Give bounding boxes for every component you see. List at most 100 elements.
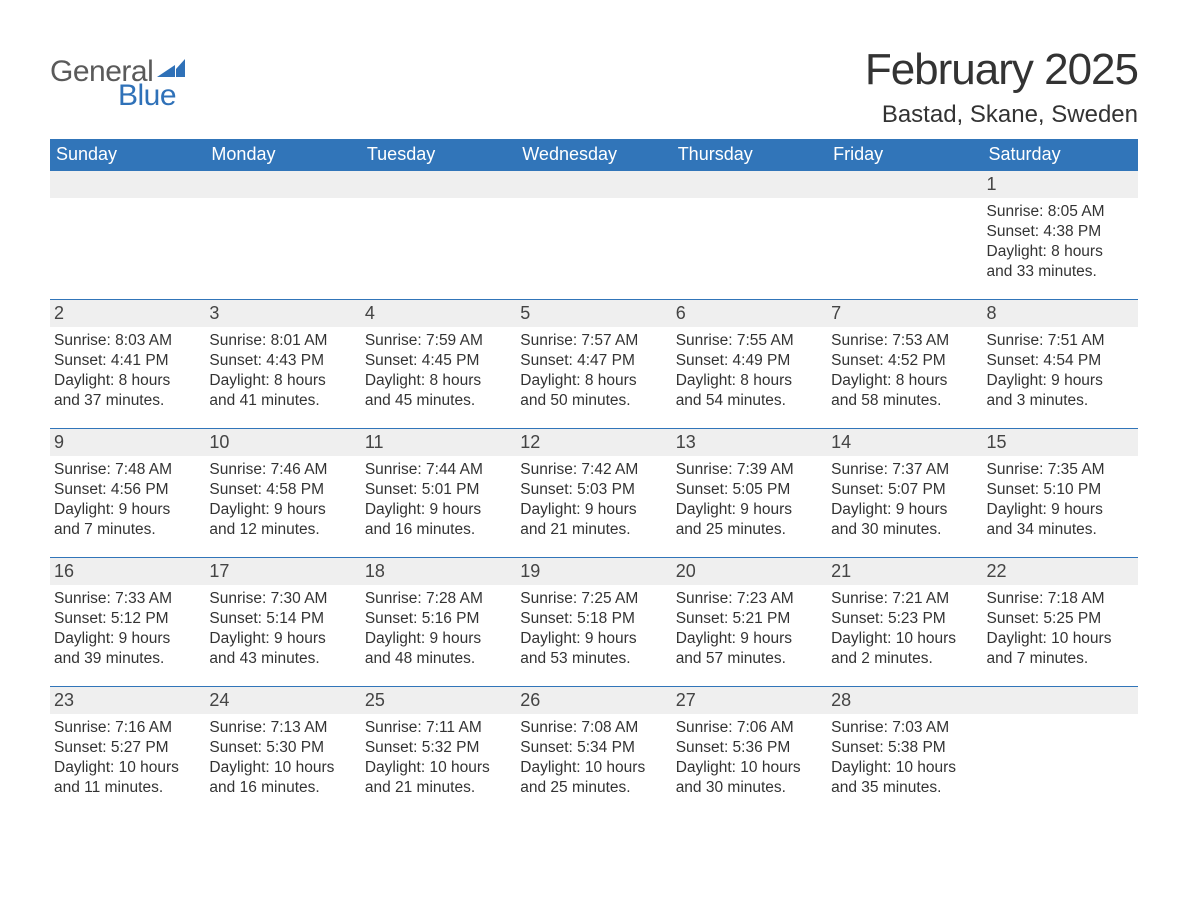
sunrise-text: Sunrise: 8:01 AM bbox=[207, 331, 354, 351]
day-cell: 19Sunrise: 7:25 AMSunset: 5:18 PMDayligh… bbox=[516, 558, 671, 686]
sunrise-text: Sunrise: 8:03 AM bbox=[52, 331, 199, 351]
daylight-text: Daylight: 8 hours and 37 minutes. bbox=[52, 371, 199, 411]
day-number: 20 bbox=[672, 558, 827, 585]
day-number: 23 bbox=[50, 687, 205, 714]
day-cell: 18Sunrise: 7:28 AMSunset: 5:16 PMDayligh… bbox=[361, 558, 516, 686]
sunrise-text: Sunrise: 7:03 AM bbox=[829, 718, 976, 738]
sunrise-text: Sunrise: 7:59 AM bbox=[363, 331, 510, 351]
daylight-text: Daylight: 9 hours and 39 minutes. bbox=[52, 629, 199, 669]
day-cell: 8Sunrise: 7:51 AMSunset: 4:54 PMDaylight… bbox=[983, 300, 1138, 428]
day-cell: 15Sunrise: 7:35 AMSunset: 5:10 PMDayligh… bbox=[983, 429, 1138, 557]
daylight-text: Daylight: 8 hours and 50 minutes. bbox=[518, 371, 665, 411]
sunrise-text: Sunrise: 7:44 AM bbox=[363, 460, 510, 480]
location-subtitle: Bastad, Skane, Sweden bbox=[865, 101, 1138, 129]
day-cell bbox=[205, 171, 360, 299]
day-header-wednesday: Wednesday bbox=[516, 139, 671, 171]
sunrise-text: Sunrise: 7:21 AM bbox=[829, 589, 976, 609]
day-cell: 28Sunrise: 7:03 AMSunset: 5:38 PMDayligh… bbox=[827, 687, 982, 815]
weeks-container: 1Sunrise: 8:05 AMSunset: 4:38 PMDaylight… bbox=[50, 171, 1138, 815]
day-number: 21 bbox=[827, 558, 982, 585]
daylight-text: Daylight: 9 hours and 25 minutes. bbox=[674, 500, 821, 540]
day-number bbox=[672, 171, 827, 198]
day-cell: 23Sunrise: 7:16 AMSunset: 5:27 PMDayligh… bbox=[50, 687, 205, 815]
day-header-thursday: Thursday bbox=[672, 139, 827, 171]
day-cell: 16Sunrise: 7:33 AMSunset: 5:12 PMDayligh… bbox=[50, 558, 205, 686]
day-number bbox=[827, 171, 982, 198]
sunset-text: Sunset: 5:32 PM bbox=[363, 738, 510, 758]
sunset-text: Sunset: 4:41 PM bbox=[52, 351, 199, 371]
sunset-text: Sunset: 5:36 PM bbox=[674, 738, 821, 758]
daylight-text: Daylight: 9 hours and 12 minutes. bbox=[207, 500, 354, 540]
sunset-text: Sunset: 4:43 PM bbox=[207, 351, 354, 371]
day-number bbox=[205, 171, 360, 198]
day-number: 5 bbox=[516, 300, 671, 327]
day-number: 3 bbox=[205, 300, 360, 327]
sunrise-text: Sunrise: 7:30 AM bbox=[207, 589, 354, 609]
sunset-text: Sunset: 5:05 PM bbox=[674, 480, 821, 500]
sunrise-text: Sunrise: 7:46 AM bbox=[207, 460, 354, 480]
daylight-text: Daylight: 9 hours and 21 minutes. bbox=[518, 500, 665, 540]
sunrise-text: Sunrise: 7:55 AM bbox=[674, 331, 821, 351]
sunset-text: Sunset: 5:03 PM bbox=[518, 480, 665, 500]
daylight-text: Daylight: 9 hours and 3 minutes. bbox=[985, 371, 1132, 411]
daylight-text: Daylight: 10 hours and 2 minutes. bbox=[829, 629, 976, 669]
day-cell: 17Sunrise: 7:30 AMSunset: 5:14 PMDayligh… bbox=[205, 558, 360, 686]
sunrise-text: Sunrise: 7:35 AM bbox=[985, 460, 1132, 480]
day-cell bbox=[827, 171, 982, 299]
sunrise-text: Sunrise: 7:06 AM bbox=[674, 718, 821, 738]
sunset-text: Sunset: 5:07 PM bbox=[829, 480, 976, 500]
day-number: 27 bbox=[672, 687, 827, 714]
day-cell: 7Sunrise: 7:53 AMSunset: 4:52 PMDaylight… bbox=[827, 300, 982, 428]
daylight-text: Daylight: 8 hours and 41 minutes. bbox=[207, 371, 354, 411]
week-row: 16Sunrise: 7:33 AMSunset: 5:12 PMDayligh… bbox=[50, 557, 1138, 686]
day-cell: 20Sunrise: 7:23 AMSunset: 5:21 PMDayligh… bbox=[672, 558, 827, 686]
sunset-text: Sunset: 4:56 PM bbox=[52, 480, 199, 500]
day-cell: 9Sunrise: 7:48 AMSunset: 4:56 PMDaylight… bbox=[50, 429, 205, 557]
day-number: 14 bbox=[827, 429, 982, 456]
day-header-friday: Friday bbox=[827, 139, 982, 171]
day-cell: 24Sunrise: 7:13 AMSunset: 5:30 PMDayligh… bbox=[205, 687, 360, 815]
sunrise-text: Sunrise: 7:18 AM bbox=[985, 589, 1132, 609]
sunset-text: Sunset: 5:01 PM bbox=[363, 480, 510, 500]
day-number: 9 bbox=[50, 429, 205, 456]
sunrise-text: Sunrise: 7:37 AM bbox=[829, 460, 976, 480]
month-title: February 2025 bbox=[865, 45, 1138, 95]
sunrise-text: Sunrise: 7:16 AM bbox=[52, 718, 199, 738]
day-cell: 11Sunrise: 7:44 AMSunset: 5:01 PMDayligh… bbox=[361, 429, 516, 557]
sunset-text: Sunset: 5:10 PM bbox=[985, 480, 1132, 500]
day-number: 17 bbox=[205, 558, 360, 585]
day-number: 6 bbox=[672, 300, 827, 327]
sunrise-text: Sunrise: 7:28 AM bbox=[363, 589, 510, 609]
day-number bbox=[516, 171, 671, 198]
daylight-text: Daylight: 10 hours and 35 minutes. bbox=[829, 758, 976, 798]
daylight-text: Daylight: 8 hours and 54 minutes. bbox=[674, 371, 821, 411]
daylight-text: Daylight: 9 hours and 16 minutes. bbox=[363, 500, 510, 540]
sunrise-text: Sunrise: 7:42 AM bbox=[518, 460, 665, 480]
day-number: 28 bbox=[827, 687, 982, 714]
sunset-text: Sunset: 5:12 PM bbox=[52, 609, 199, 629]
daylight-text: Daylight: 9 hours and 30 minutes. bbox=[829, 500, 976, 540]
daylight-text: Daylight: 9 hours and 57 minutes. bbox=[674, 629, 821, 669]
sunset-text: Sunset: 5:25 PM bbox=[985, 609, 1132, 629]
daylight-text: Daylight: 8 hours and 33 minutes. bbox=[985, 242, 1132, 282]
sunset-text: Sunset: 4:54 PM bbox=[985, 351, 1132, 371]
day-number: 15 bbox=[983, 429, 1138, 456]
sunset-text: Sunset: 5:16 PM bbox=[363, 609, 510, 629]
sunrise-text: Sunrise: 7:39 AM bbox=[674, 460, 821, 480]
day-cell: 13Sunrise: 7:39 AMSunset: 5:05 PMDayligh… bbox=[672, 429, 827, 557]
day-cell bbox=[361, 171, 516, 299]
day-cell: 25Sunrise: 7:11 AMSunset: 5:32 PMDayligh… bbox=[361, 687, 516, 815]
day-header-row: Sunday Monday Tuesday Wednesday Thursday… bbox=[50, 139, 1138, 171]
day-number: 8 bbox=[983, 300, 1138, 327]
sunset-text: Sunset: 5:30 PM bbox=[207, 738, 354, 758]
day-number: 2 bbox=[50, 300, 205, 327]
day-cell: 3 Sunrise: 8:01 AMSunset: 4:43 PMDaylight… bbox=[205, 300, 360, 428]
day-number: 1 bbox=[983, 171, 1138, 198]
day-number: 10 bbox=[205, 429, 360, 456]
daylight-text: Daylight: 10 hours and 30 minutes. bbox=[674, 758, 821, 798]
sunset-text: Sunset: 5:14 PM bbox=[207, 609, 354, 629]
sunset-text: Sunset: 5:21 PM bbox=[674, 609, 821, 629]
week-row: 9Sunrise: 7:48 AMSunset: 4:56 PMDaylight… bbox=[50, 428, 1138, 557]
day-cell: 21Sunrise: 7:21 AMSunset: 5:23 PMDayligh… bbox=[827, 558, 982, 686]
sunrise-text: Sunrise: 8:05 AM bbox=[985, 202, 1132, 222]
